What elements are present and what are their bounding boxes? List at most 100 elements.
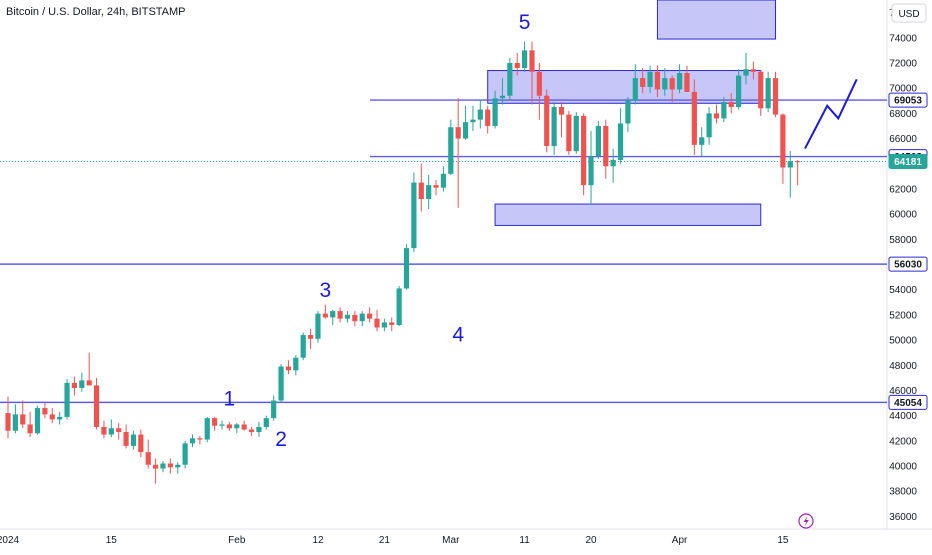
- candle[interactable]: [337, 307, 343, 323]
- candle[interactable]: [79, 372, 85, 392]
- candle[interactable]: [566, 110, 572, 155]
- candle[interactable]: [477, 99, 483, 129]
- candle[interactable]: [330, 309, 336, 325]
- candle[interactable]: [772, 71, 779, 118]
- candle[interactable]: [130, 430, 137, 450]
- candle[interactable]: [485, 105, 491, 134]
- candle[interactable]: [403, 244, 410, 290]
- candle[interactable]: [632, 64, 638, 105]
- candle[interactable]: [610, 148, 616, 183]
- candle[interactable]: [492, 90, 498, 129]
- candle[interactable]: [241, 420, 247, 431]
- candle[interactable]: [522, 41, 528, 72]
- candle[interactable]: [197, 435, 203, 445]
- candle[interactable]: [381, 318, 387, 332]
- candle[interactable]: [108, 419, 114, 438]
- candle[interactable]: [189, 434, 196, 448]
- candle[interactable]: [787, 151, 793, 198]
- candle[interactable]: [86, 352, 92, 386]
- candle[interactable]: [743, 52, 749, 85]
- zone-box[interactable]: [494, 203, 762, 226]
- projection-path[interactable]: [804, 78, 858, 150]
- candle[interactable]: [758, 70, 764, 116]
- candle[interactable]: [167, 458, 173, 474]
- candle[interactable]: [322, 304, 328, 319]
- candle[interactable]: [175, 462, 181, 474]
- candle[interactable]: [795, 159, 801, 186]
- candle[interactable]: [499, 78, 506, 105]
- candle[interactable]: [101, 420, 107, 439]
- candle[interactable]: [411, 172, 417, 252]
- candle[interactable]: [669, 75, 675, 103]
- candle[interactable]: [116, 423, 122, 440]
- candle[interactable]: [5, 396, 11, 439]
- candle[interactable]: [662, 68, 668, 96]
- candle[interactable]: [654, 65, 661, 97]
- candle[interactable]: [160, 460, 166, 473]
- candle[interactable]: [551, 102, 557, 155]
- candle[interactable]: [153, 458, 159, 484]
- candle[interactable]: [470, 105, 476, 131]
- candle[interactable]: [617, 108, 624, 164]
- candle[interactable]: [595, 120, 601, 159]
- candle[interactable]: [558, 102, 565, 138]
- candle[interactable]: [248, 426, 255, 436]
- candle[interactable]: [256, 421, 262, 438]
- candle[interactable]: [12, 404, 18, 434]
- candle[interactable]: [706, 107, 712, 145]
- candle[interactable]: [713, 104, 720, 124]
- candle[interactable]: [71, 376, 78, 396]
- candle[interactable]: [57, 411, 63, 425]
- candle[interactable]: [49, 408, 55, 424]
- candle[interactable]: [226, 421, 232, 431]
- candle[interactable]: [728, 93, 734, 114]
- candle[interactable]: [625, 96, 631, 133]
- candle[interactable]: [204, 416, 210, 443]
- candle[interactable]: [271, 395, 277, 421]
- candle[interactable]: [263, 415, 269, 430]
- candle[interactable]: [507, 57, 513, 100]
- candle[interactable]: [418, 163, 424, 212]
- candle[interactable]: [544, 89, 550, 153]
- candle[interactable]: [780, 113, 786, 184]
- candle[interactable]: [123, 424, 129, 449]
- candle[interactable]: [396, 285, 402, 327]
- candle[interactable]: [359, 311, 365, 327]
- candle[interactable]: [212, 416, 218, 431]
- candle[interactable]: [684, 65, 690, 92]
- lightning-icon[interactable]: [798, 513, 814, 529]
- time-axis[interactable]: 2024 15 Feb 12 21 Mar 11 20 Apr 15: [0, 535, 789, 546]
- candle[interactable]: [42, 403, 48, 419]
- candle[interactable]: [462, 105, 469, 140]
- zone-box[interactable]: [656, 0, 777, 40]
- candle[interactable]: [389, 317, 395, 332]
- candle[interactable]: [182, 440, 188, 469]
- candle[interactable]: [34, 405, 41, 435]
- candle[interactable]: [278, 364, 284, 404]
- candle[interactable]: [20, 400, 26, 429]
- candle[interactable]: [293, 355, 299, 376]
- candle[interactable]: [573, 112, 579, 154]
- candle[interactable]: [640, 68, 646, 94]
- candle[interactable]: [699, 127, 705, 157]
- candle[interactable]: [300, 332, 306, 361]
- candle[interactable]: [367, 307, 373, 323]
- candle[interactable]: [145, 439, 151, 469]
- price-axis[interactable]: 36000 38000 40000 42000 44000 46000 48000 50000…: [889, 8, 917, 523]
- zone-box[interactable]: [487, 70, 762, 104]
- candle[interactable]: [676, 64, 683, 94]
- candle[interactable]: [307, 328, 314, 349]
- candle[interactable]: [603, 119, 609, 179]
- candle[interactable]: [736, 69, 742, 110]
- candle[interactable]: [448, 119, 454, 176]
- candle[interactable]: [352, 311, 358, 327]
- candle[interactable]: [219, 420, 225, 430]
- candle[interactable]: [647, 65, 653, 94]
- candle[interactable]: [536, 62, 542, 120]
- candle[interactable]: [588, 130, 594, 205]
- candle[interactable]: [440, 166, 447, 192]
- candle[interactable]: [529, 41, 535, 105]
- candle[interactable]: [721, 96, 727, 123]
